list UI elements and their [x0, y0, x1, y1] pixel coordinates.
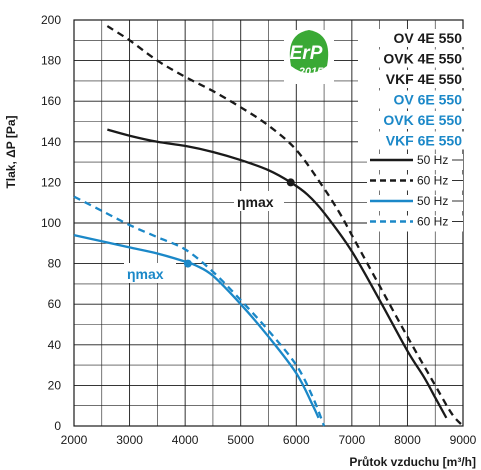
y-tick-label: 100: [41, 216, 61, 230]
series-line-6e-50hz: [73, 234, 320, 419]
legend-entry-bg: [367, 215, 463, 232]
x-tick-label: 7000: [339, 433, 366, 447]
y-tick-label: 200: [41, 13, 61, 27]
legend-model-label: VKF 4E 550: [386, 71, 462, 87]
legend-model-label: OVK 4E 550: [383, 51, 462, 67]
x-tick-label: 6000: [283, 433, 310, 447]
legend-frequency-label: 60 Hz: [417, 215, 448, 229]
y-tick-label: 140: [41, 135, 61, 149]
eta-max-marker: [286, 178, 295, 187]
x-axis-title: Průtok vzduchu [m³/h]: [349, 455, 476, 469]
x-tick-label: 4000: [172, 433, 199, 447]
leaf-icon: [289, 30, 329, 73]
y-tick-label: 80: [48, 257, 62, 271]
series-line-4e-50hz: [107, 128, 448, 419]
erp-year: 2015: [298, 66, 324, 78]
x-tick-label: 9000: [450, 433, 477, 447]
y-tick-label: 0: [54, 419, 61, 433]
eta-max-label: ηmax: [127, 266, 164, 282]
y-tick-label: 120: [41, 175, 61, 189]
legend-label-bg: [358, 70, 464, 88]
x-tick-label: 5000: [227, 433, 254, 447]
annotations: ηmax ηmax: [124, 178, 295, 283]
annotation-bg: [234, 191, 284, 211]
y-tick-label: 40: [48, 338, 62, 352]
y-tick-label: 180: [41, 54, 61, 68]
eta-max-marker: [183, 259, 192, 268]
legend-entry-bg: [367, 195, 463, 211]
x-tick-label: 3000: [116, 433, 143, 447]
y-tick-labels: 0 20 40 60 80 100 120 140 160 180 200: [41, 13, 61, 433]
legend-frequency-label: 60 Hz: [417, 174, 448, 188]
legend-frequency-label: 50 Hz: [417, 153, 448, 167]
x-tick-label: 2000: [61, 433, 88, 447]
legend-entry-bg: [367, 154, 463, 170]
legend-entry-bg: [367, 174, 463, 191]
series-line-6e-60hz: [73, 195, 326, 427]
series-lines: [73, 25, 464, 427]
legend-label-bg: [358, 111, 464, 129]
erp-2015-badge: ErP 2015: [284, 30, 334, 84]
eta-max-label: ηmax: [237, 194, 274, 210]
legend-model-label: OV 4E 550: [394, 30, 463, 46]
y-tick-label: 160: [41, 94, 61, 108]
legend-model-label: OV 6E 550: [394, 92, 463, 108]
erp-label: ErP: [290, 43, 323, 64]
x-tick-labels: 2000 3000 4000 5000 6000 7000 8000 9000: [61, 433, 477, 447]
y-tick-label: 60: [48, 297, 62, 311]
legend-label-bg: [358, 131, 464, 150]
legend-label-bg: [358, 29, 464, 47]
x-tick-label: 8000: [394, 433, 421, 447]
series-line-4e-60hz: [106, 25, 464, 427]
legend-label-bg: [358, 49, 464, 68]
legend: OV 4E 550 OVK 4E 550 VKF 4E 550 OV 6E 550 OV…: [358, 29, 464, 232]
legend-model-label: VKF 6E 550: [386, 133, 462, 149]
legend-model-label: OVK 6E 550: [383, 112, 462, 128]
y-tick-label: 20: [48, 378, 62, 392]
legend-label-bg: [358, 90, 464, 109]
y-axis-title: Tlak, ΔP [Pa]: [4, 115, 18, 188]
annotation-bg: [124, 263, 176, 283]
legend-frequency-label: 50 Hz: [417, 194, 448, 208]
